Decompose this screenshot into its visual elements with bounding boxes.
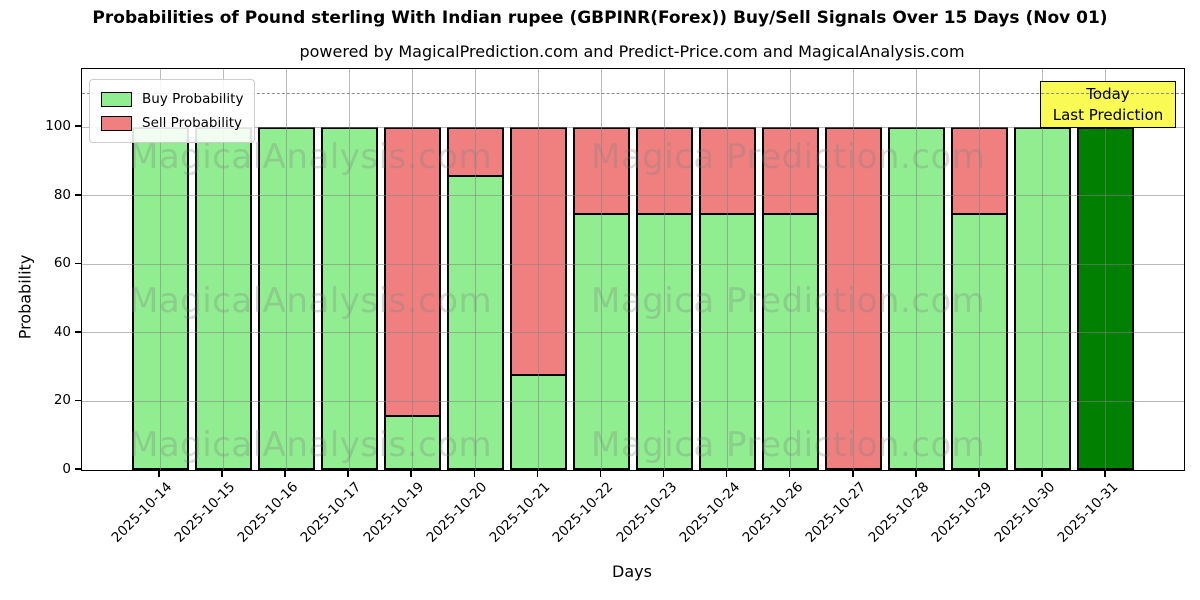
- x-gridline: [853, 69, 855, 470]
- today-annotation-line1: Today: [1086, 85, 1130, 103]
- y-tick-label-0: 0: [62, 461, 71, 477]
- x-gridline: [285, 69, 287, 470]
- y-tick-label-20: 20: [53, 392, 71, 409]
- x-gridline: [916, 69, 918, 470]
- legend-swatch-sell: [101, 115, 132, 131]
- today-annotation-line2: Last Prediction: [1052, 106, 1164, 124]
- x-tick-label: 2025-10-16: [234, 479, 302, 546]
- watermark-prediction: Magica Prediction.com: [591, 425, 986, 465]
- legend: Buy Probability Sell Probability: [89, 79, 256, 143]
- x-gridline: [790, 69, 792, 470]
- x-tick-label: 2025-10-26: [739, 479, 806, 546]
- x-tick-mark: [978, 470, 980, 477]
- today-annotation-background: [1040, 81, 1176, 128]
- x-gridline: [1042, 69, 1044, 470]
- x-tick-label: 2025-10-30: [991, 479, 1059, 546]
- x-tick-label: 2025-10-20: [423, 479, 491, 546]
- threshold-dashed-line: [82, 92, 1184, 94]
- x-gridline: [727, 69, 729, 470]
- x-tick-mark: [410, 470, 413, 477]
- x-tick-label: 2025-10-31: [1054, 479, 1122, 546]
- x-tick-label: 2025-10-21: [486, 479, 554, 546]
- x-tick-mark: [284, 470, 286, 477]
- x-tick-mark: [158, 470, 160, 477]
- x-gridline: [411, 69, 413, 470]
- x-gridline: [474, 69, 476, 470]
- x-tick-label: 2025-10-27: [802, 479, 870, 546]
- x-tick-label: 2025-10-22: [549, 479, 617, 546]
- y-tick-label-60: 60: [53, 255, 71, 272]
- x-tick-label: 2025-10-17: [297, 479, 365, 546]
- y-tick-mark: [75, 399, 81, 402]
- y-tick-mark: [75, 125, 81, 128]
- x-tick-mark: [221, 470, 223, 477]
- x-tick-label: 2025-10-29: [928, 479, 996, 546]
- watermark-analysis: MagicalAnalysis.com: [129, 281, 493, 321]
- x-tick-mark: [851, 470, 854, 477]
- watermark-analysis: MagicalAnalysis.com: [129, 425, 493, 465]
- plot-area: MagicalAnalysis.com Magica Prediction.com…: [81, 68, 1185, 471]
- x-tick-mark: [788, 470, 791, 477]
- x-gridline: [222, 69, 224, 470]
- y-gridline-40: [82, 332, 1184, 334]
- x-tick-mark: [662, 470, 665, 477]
- x-tick-mark: [536, 470, 539, 477]
- y-tick-label-80: 80: [53, 186, 71, 203]
- x-tick-mark: [1041, 470, 1043, 477]
- legend-swatch-buy: [101, 91, 132, 107]
- x-gridline: [348, 69, 350, 470]
- x-tick-label: 2025-10-23: [613, 479, 680, 546]
- x-tick-mark: [599, 470, 602, 477]
- x-tick-mark: [914, 470, 917, 477]
- x-tick-label: 2025-10-24: [676, 479, 743, 546]
- legend-item-sell: Sell Probability: [101, 111, 243, 135]
- watermark-analysis: MagicalAnalysis.com: [129, 137, 493, 177]
- legend-label-sell: Sell Probability: [142, 115, 243, 131]
- legend-item-buy: Buy Probability: [101, 87, 243, 111]
- legend-label-buy: Buy Probability: [142, 91, 244, 107]
- x-tick-mark: [1104, 470, 1106, 477]
- watermark-prediction: Magica Prediction.com: [591, 281, 986, 321]
- chart-subtitle: powered by MagicalPrediction.com and Pre…: [299, 42, 965, 61]
- y-tick-mark: [75, 194, 81, 196]
- x-tick-mark: [725, 470, 728, 477]
- x-tick-label: 2025-10-14: [108, 479, 176, 546]
- watermark-prediction: Magica Prediction.com: [591, 137, 986, 177]
- y-gridline-100: [82, 126, 1184, 128]
- x-gridline: [159, 69, 161, 470]
- x-axis-label: Days: [612, 562, 652, 581]
- x-tick-label: 2025-10-28: [865, 479, 933, 546]
- y-tick-mark: [75, 468, 81, 470]
- x-tick-label: 2025-10-19: [360, 479, 428, 546]
- y-tick-mark: [75, 262, 81, 265]
- x-tick-mark: [473, 470, 476, 477]
- x-gridline: [664, 69, 666, 470]
- x-tick-label: 2025-10-15: [171, 479, 239, 546]
- x-gridline: [537, 69, 539, 470]
- x-gridline: [600, 69, 602, 470]
- y-gridline-20: [82, 400, 1184, 402]
- y-tick-mark: [75, 331, 81, 333]
- x-gridline: [979, 69, 981, 470]
- y-tick-label-100: 100: [45, 118, 71, 135]
- x-tick-mark: [347, 470, 349, 477]
- y-gridline-60: [82, 263, 1184, 265]
- chart-title: Probabilities of Pound sterling With Ind…: [92, 8, 1108, 28]
- y-gridline-80: [82, 195, 1184, 197]
- y-tick-label-40: 40: [53, 323, 71, 340]
- x-gridline: [1105, 69, 1107, 470]
- today-annotation: Today Last Prediction: [1040, 81, 1176, 128]
